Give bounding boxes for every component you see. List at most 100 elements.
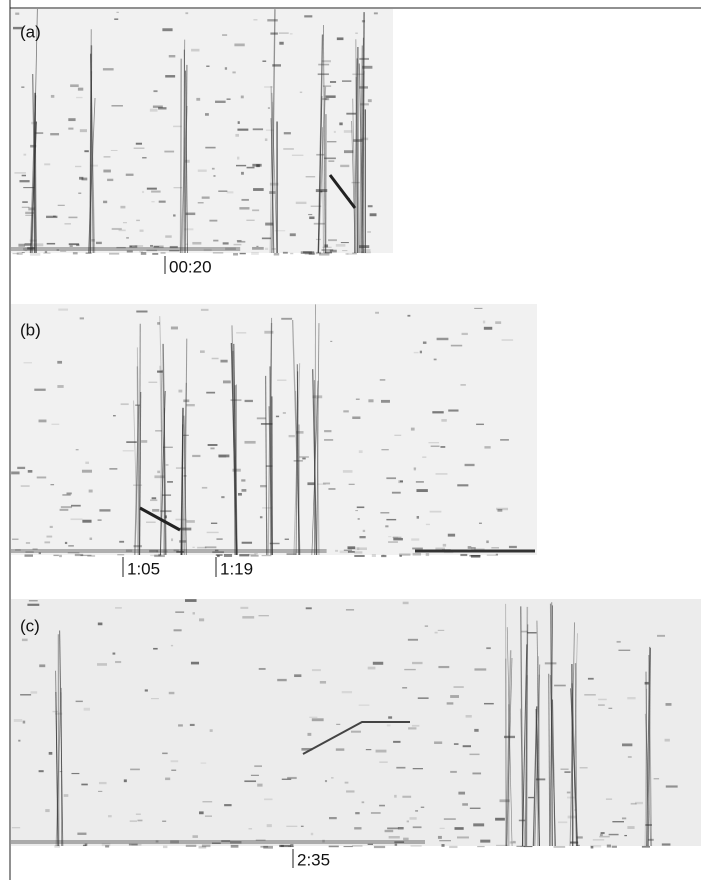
spectrogram-texture (80, 317, 84, 319)
spectrogram-texture (411, 428, 415, 431)
spectrogram-texture (469, 555, 480, 557)
spectrogram-texture (103, 170, 111, 173)
spectrogram-texture (476, 424, 484, 425)
spectrogram-texture (37, 477, 46, 479)
spectrogram-texture (239, 554, 249, 556)
spectrogram-texture (484, 327, 492, 330)
spectrogram-texture (232, 71, 235, 73)
spectrogram-texture (328, 488, 335, 490)
spectrogram-texture (156, 840, 159, 842)
spectrogram-texture (444, 818, 456, 820)
spectrogram-texture (113, 653, 116, 655)
spectrogram-texture (50, 133, 59, 135)
spectrogram-texture (64, 794, 69, 797)
spectrogram-texture (164, 151, 174, 153)
spectrogram-texture (22, 639, 28, 641)
spectrogram-texture (561, 768, 569, 769)
spectrogram-texture (45, 809, 49, 812)
spectrogram-texture (496, 508, 508, 510)
spectrogram-texture (212, 551, 224, 553)
spectrogram-texture (336, 748, 344, 750)
spectrogram-texture (458, 792, 465, 795)
spectrogram-texture (200, 350, 205, 352)
spectrogram-texture (211, 523, 217, 524)
spectrogram-texture (166, 464, 169, 466)
spectrogram-texture (71, 518, 83, 520)
spectrogram-texture (527, 632, 536, 633)
spectrogram-texture (205, 546, 217, 548)
spectrogram-texture (599, 836, 609, 838)
spectrogram-texture (19, 180, 29, 182)
spectrogram-texture (212, 168, 215, 170)
spectrogram-texture (220, 360, 227, 363)
spectrogram-texture (344, 130, 353, 133)
spectrogram-texture (215, 550, 218, 552)
spectrogram-texture (402, 687, 407, 688)
spectrogram-texture (222, 35, 227, 36)
spectrogram-texture (237, 129, 248, 131)
spectrogram-texture (46, 536, 52, 538)
spectrogram-texture (112, 228, 122, 230)
spectrogram-texture (215, 101, 226, 103)
spectrogram-texture (165, 235, 171, 237)
spectrogram-texture (61, 506, 72, 508)
spectrogram-texture (454, 743, 459, 745)
spectrogram-texture (11, 471, 19, 474)
spectrogram-texture (385, 525, 388, 527)
spectrogram-texture (346, 113, 356, 115)
spectrogram-texture (256, 246, 258, 247)
spectrogram-texture (170, 840, 179, 843)
spectrogram-texture (357, 547, 367, 550)
spectrogram-texture (413, 826, 422, 828)
spectrogram-texture (320, 681, 326, 684)
spectrogram-texture (11, 549, 327, 553)
spectrogram-texture (335, 550, 338, 552)
spectrogram-texture (171, 770, 176, 771)
spectrogram-texture (284, 132, 291, 134)
spectrogram-texture (204, 249, 212, 251)
spectrogram-texture (345, 253, 348, 255)
spectrogram-texture (267, 19, 277, 21)
spectrogram-texture (96, 242, 102, 244)
spectrogram-texture (50, 484, 54, 485)
spectrogram-texture (153, 648, 158, 650)
spectrogram-texture (126, 174, 134, 176)
spectrogram-texture (242, 616, 254, 618)
spectrogram-texture (308, 214, 312, 215)
spectrogram-texture (39, 420, 47, 423)
spectrogram-texture (627, 697, 635, 699)
spectrogram-texture (152, 497, 157, 499)
spectrogram-texture (267, 824, 272, 827)
spectrogram-texture (437, 338, 449, 340)
spectrogram-texture (460, 554, 467, 556)
spectrogram-texture (474, 729, 478, 732)
spectrogram-texture (440, 828, 445, 829)
spectrogram-texture (368, 205, 373, 207)
spectrogram-texture (82, 470, 92, 473)
spectrogram-texture (76, 97, 82, 98)
spectrogram-texture (392, 537, 398, 538)
spectrogram-texture (349, 484, 355, 485)
spectrogram-texture (22, 201, 28, 203)
spectrogram-texture (76, 449, 79, 450)
spectrogram-texture (107, 179, 113, 181)
spectrogram-texture (39, 552, 41, 554)
spectrogram-texture (598, 704, 605, 706)
spectrogram-texture (146, 250, 157, 251)
spectrogram-texture (253, 128, 263, 130)
spectrogram-texture (411, 538, 419, 540)
spectrogram-texture (434, 741, 442, 744)
spectrogram-texture (152, 253, 158, 255)
spectrogram-texture (51, 424, 59, 425)
spectrogram-texture (23, 154, 26, 156)
spectrogram-texture (408, 639, 418, 641)
spectrogram-texture (352, 416, 360, 419)
spectrogram-texture (217, 555, 220, 557)
spectrogram-texture (330, 81, 336, 83)
spectrogram-texture (368, 99, 372, 102)
spectrogram-texture (136, 220, 140, 221)
spectrogram-texture (479, 523, 482, 524)
spectrogram-texture (78, 193, 81, 194)
spectrogram-texture (165, 75, 175, 77)
spectrogram-texture (394, 795, 396, 798)
